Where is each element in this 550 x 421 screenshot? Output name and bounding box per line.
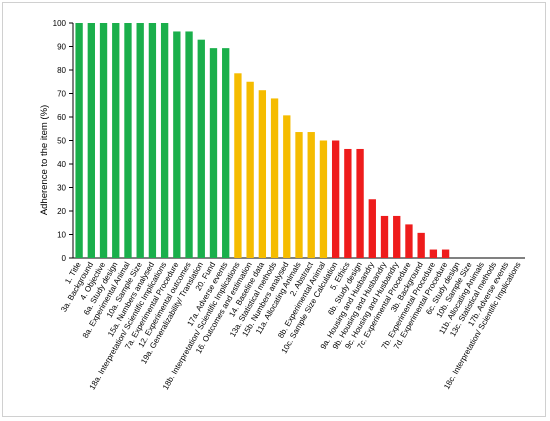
bar — [258, 90, 267, 259]
bar — [99, 23, 108, 258]
bar — [160, 23, 169, 258]
bar — [75, 23, 83, 258]
bar — [246, 81, 254, 258]
bar — [124, 23, 132, 258]
bar — [393, 215, 401, 258]
bar — [209, 48, 218, 258]
bar — [136, 23, 144, 258]
y-tick-label: 60 — [57, 113, 66, 122]
bar — [405, 224, 413, 258]
y-axis-label: Adherence to the item (%) — [39, 105, 50, 215]
bar — [270, 98, 279, 258]
bar — [319, 140, 328, 258]
bar — [197, 39, 205, 259]
bar — [356, 148, 364, 258]
bar — [307, 132, 315, 258]
y-tick-label: 0 — [62, 254, 67, 263]
y-axis: 0 10 20 30 40 50 60 70 80 90 100 — [53, 19, 74, 263]
y-tick-label: 80 — [57, 66, 66, 75]
bar — [222, 48, 230, 258]
y-tick-label: 10 — [57, 231, 66, 240]
y-tick-label: 100 — [53, 19, 67, 28]
y-tick-label: 40 — [57, 160, 66, 169]
y-tick-label: 70 — [57, 90, 66, 99]
bar — [441, 249, 450, 258]
bar — [429, 249, 438, 258]
bar — [380, 215, 389, 258]
y-tick-label: 50 — [57, 137, 66, 146]
y-tick-label: 30 — [57, 184, 66, 193]
y-tick-label: 90 — [57, 43, 66, 52]
bar — [173, 31, 181, 259]
bar — [417, 232, 425, 258]
bar — [185, 31, 193, 259]
bar — [368, 199, 376, 258]
y-tick-label: 20 — [57, 207, 66, 216]
bar — [331, 140, 340, 258]
bar — [344, 148, 352, 258]
bar — [87, 23, 95, 258]
bar — [295, 132, 303, 258]
bar — [112, 23, 120, 258]
bar — [283, 115, 291, 258]
bar — [148, 23, 157, 258]
bar — [234, 73, 242, 258]
bars — [75, 23, 450, 259]
